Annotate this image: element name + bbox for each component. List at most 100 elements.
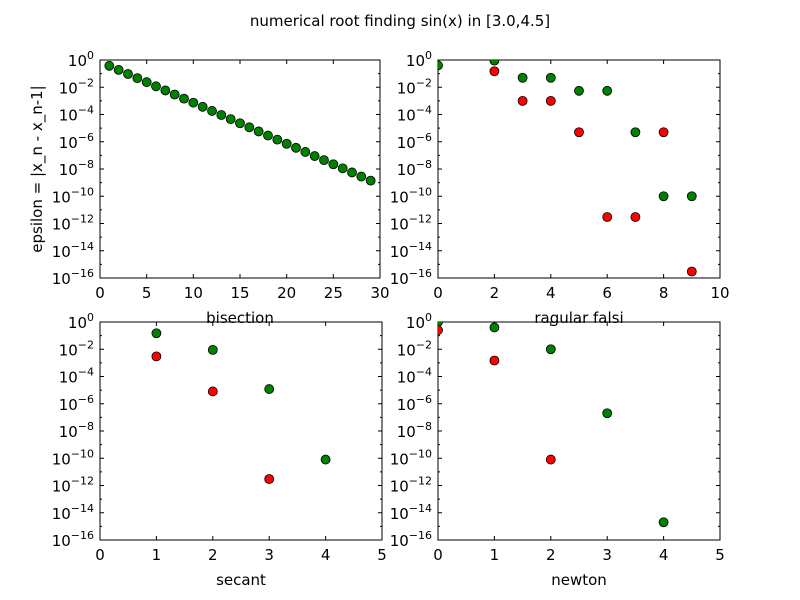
data-point-green <box>686 191 697 202</box>
data-point-green <box>489 60 500 66</box>
data-point-red <box>489 355 500 366</box>
x-axis-label: ragular falsi <box>534 309 623 327</box>
x-tick-label: 3 <box>264 546 274 564</box>
y-tick-label: 10−6 <box>59 393 94 414</box>
x-tick-label: 5 <box>142 284 152 302</box>
y-tick-label: 10−4 <box>397 366 432 387</box>
data-point-red <box>545 95 556 106</box>
y-tick-label: 10−4 <box>59 104 94 125</box>
data-point-green <box>545 344 556 355</box>
data-point-green <box>347 167 357 178</box>
data-point-green <box>141 77 152 88</box>
data-point-green <box>545 72 556 83</box>
x-tick-label: 0 <box>95 546 105 564</box>
y-tick-label: 10−12 <box>52 475 94 496</box>
subplot-secant: 10−16 10−14 10−12 10−10 10−8 10−6 10−4 10−2 100 0… <box>52 311 387 589</box>
y-tick-label: 10−8 <box>397 420 432 441</box>
data-point-green <box>658 191 669 202</box>
y-tick-label: 10−16 <box>390 529 432 550</box>
y-tick-label: 10−4 <box>59 366 94 387</box>
y-tick-label: 100 <box>406 311 432 332</box>
y-tick-label: 10−2 <box>59 338 94 359</box>
x-tick-label: 0 <box>433 284 443 302</box>
figure-title: numerical root finding sin(x) in [3.0,4.… <box>250 12 550 30</box>
data-point-green <box>104 60 115 71</box>
y-tick-label: 10−14 <box>52 502 94 523</box>
data-point-green <box>328 159 339 170</box>
data-point-red <box>207 386 218 397</box>
x-tick-label: 4 <box>659 546 669 564</box>
data-point-green <box>309 151 320 161</box>
y-tick-label: 10−10 <box>52 185 94 206</box>
y-tick-label: 10−12 <box>390 213 432 234</box>
data-point-green <box>179 93 189 104</box>
markers-layer <box>104 60 376 186</box>
x-tick-label: 4 <box>546 284 556 302</box>
y-tick-label: 10−14 <box>390 502 432 523</box>
y-tick-label: 10−12 <box>390 475 432 496</box>
x-tick-label: 5 <box>715 546 725 564</box>
data-point-red <box>438 325 443 336</box>
x-tick-label: 10 <box>184 284 203 302</box>
data-point-green <box>123 69 133 79</box>
x-tick-label: 0 <box>95 284 105 302</box>
y-tick-label: 10−14 <box>390 240 432 261</box>
data-point-green <box>207 344 218 355</box>
x-tick-label: 15 <box>230 284 249 302</box>
y-tick-label: 10−6 <box>59 131 94 152</box>
data-point-green <box>207 106 217 116</box>
data-point-green <box>602 408 613 419</box>
data-point-red <box>264 474 275 484</box>
data-point-green <box>300 147 311 157</box>
markers-layer <box>438 60 697 277</box>
y-tick-label: 10−8 <box>59 158 94 179</box>
x-axis-label: newton <box>551 571 607 589</box>
x-tick-label: 2 <box>490 284 500 302</box>
data-point-green <box>151 328 162 339</box>
data-point-green <box>188 97 199 108</box>
y-tick-label: 100 <box>406 49 432 70</box>
data-point-green <box>291 142 301 153</box>
y-tick-label: 10−10 <box>52 447 94 468</box>
data-point-green <box>132 73 143 84</box>
data-point-green <box>272 134 283 145</box>
subplot-newton: 10−16 10−14 10−12 10−10 10−8 10−6 10−4 10−2 100 0… <box>390 311 725 589</box>
markers-layer <box>151 328 331 484</box>
y-tick-label: 10−10 <box>390 447 432 468</box>
data-point-green <box>337 163 348 174</box>
x-axis-label: secant <box>216 571 266 589</box>
data-point-green <box>630 127 641 138</box>
data-point-green <box>489 322 500 333</box>
x-tick-label: 0 <box>433 546 443 564</box>
data-point-green <box>113 65 124 75</box>
x-tick-label: 3 <box>602 546 612 564</box>
y-axis-label: epsilon = |x_n - x_n-1| <box>28 85 47 252</box>
y-tick-label: 10−16 <box>52 267 94 288</box>
data-point-red <box>517 95 528 106</box>
data-point-red <box>686 266 697 277</box>
data-point-green <box>365 175 376 186</box>
x-tick-label: 10 <box>710 284 729 302</box>
data-point-red <box>489 66 500 77</box>
data-point-green <box>281 138 292 149</box>
data-point-green <box>225 114 236 125</box>
x-tick-label: 6 <box>602 284 612 302</box>
data-point-red <box>630 212 641 222</box>
y-tick-label: 10−8 <box>397 158 432 179</box>
x-tick-label: 5 <box>377 546 387 564</box>
data-point-green <box>235 118 245 129</box>
data-point-red <box>574 127 584 138</box>
x-tick-label: 1 <box>490 546 500 564</box>
data-point-red <box>151 351 162 362</box>
data-point-green <box>319 155 329 166</box>
data-point-green <box>658 517 669 528</box>
data-point-green <box>151 81 161 92</box>
y-tick-label: 10−6 <box>397 393 432 414</box>
y-tick-label: 10−6 <box>397 131 432 152</box>
data-point-green <box>169 89 180 100</box>
y-tick-label: 100 <box>68 311 94 332</box>
x-tick-label: 30 <box>370 284 389 302</box>
data-point-green <box>264 384 275 394</box>
x-tick-label: 2 <box>208 546 218 564</box>
